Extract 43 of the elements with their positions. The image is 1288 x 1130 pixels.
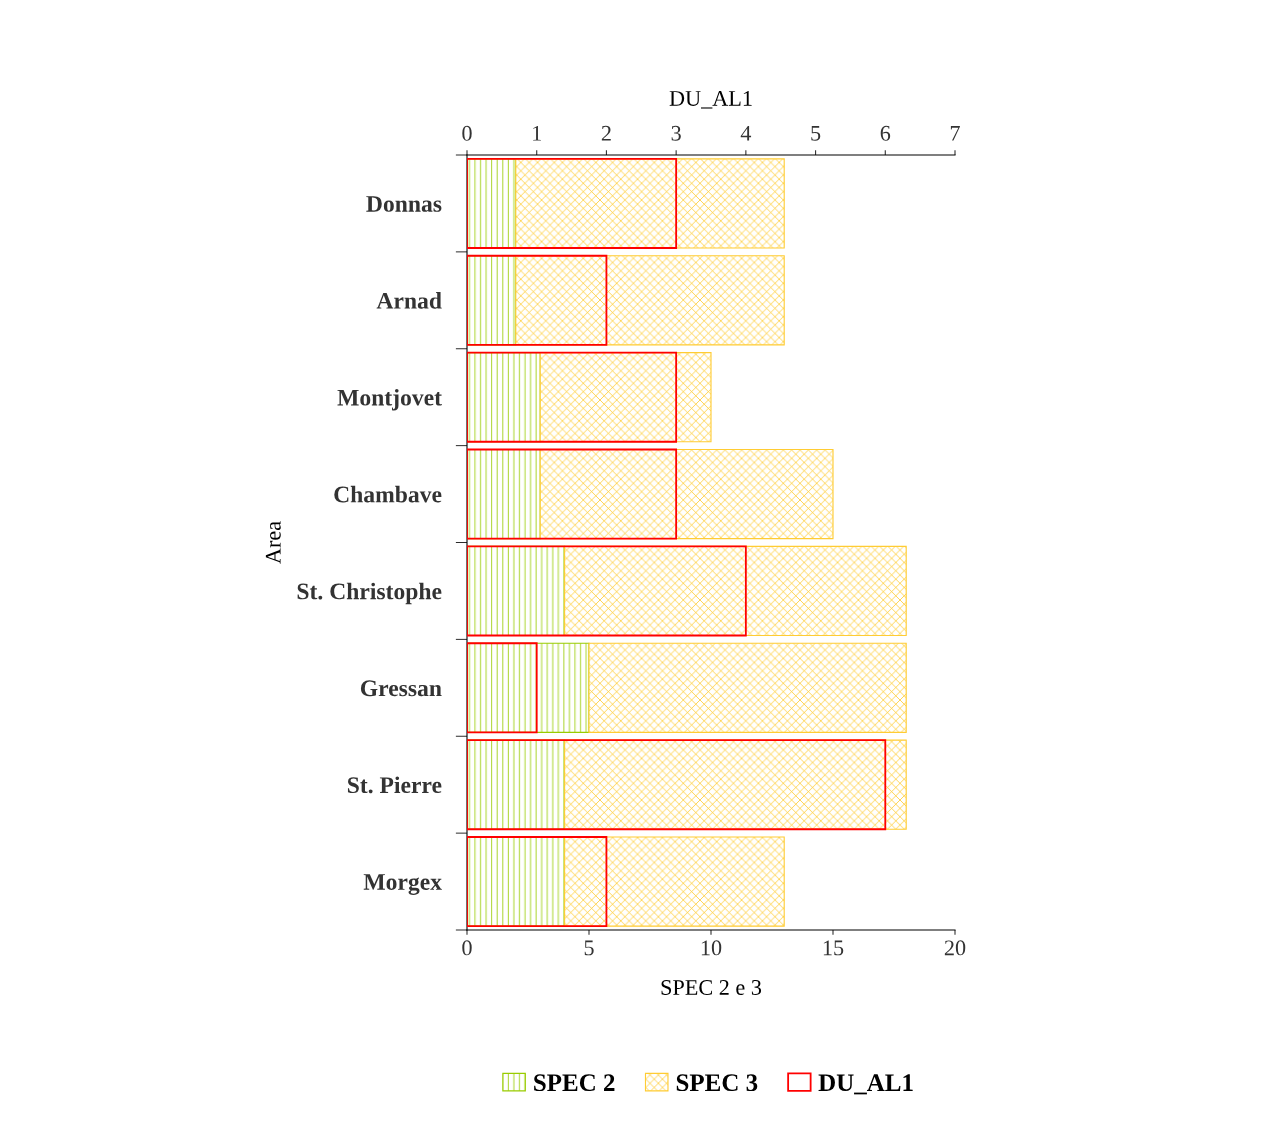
bar	[515, 255, 785, 346]
bar	[467, 255, 517, 346]
legend-label: SPEC 2	[534, 1074, 615, 1092]
x-tick-label: 10	[701, 940, 722, 956]
bar	[467, 836, 566, 927]
bar	[467, 448, 541, 540]
y-axis-title: Area	[265, 521, 281, 564]
x-tick-label: 0	[462, 125, 472, 141]
x-tick-label: 5	[811, 125, 821, 141]
x-tick-label: 20	[944, 940, 966, 956]
y-tick-label: Chambave	[334, 485, 442, 503]
x-tick-label: 2	[601, 125, 611, 141]
bar	[467, 545, 566, 637]
x-tick-label: 1	[533, 125, 541, 141]
bar	[467, 739, 566, 830]
x-tick-label: 4	[740, 125, 752, 141]
bar	[564, 836, 785, 927]
bar	[467, 158, 517, 249]
y-tick-label: Arnad	[376, 292, 442, 309]
bar	[539, 448, 834, 540]
y-tick-label: St. Christophe	[297, 582, 442, 605]
x-tick-label: 6	[880, 125, 891, 141]
bar	[467, 642, 590, 733]
bar	[564, 739, 907, 830]
y-tick-label: Donnas	[366, 196, 442, 212]
x-tick-label: 5	[584, 940, 594, 956]
x-axis-title: DU_AL1	[669, 91, 752, 109]
legend-label: DU_AL1	[818, 1074, 913, 1095]
bar	[539, 352, 712, 443]
x-tick-label: 3	[671, 125, 681, 141]
legend-label: SPEC 3	[676, 1074, 758, 1092]
bar	[588, 642, 907, 733]
y-tick-label: Gressan	[360, 680, 442, 697]
bar	[564, 545, 907, 637]
x-tick-label: 0	[462, 940, 472, 956]
bar	[467, 352, 541, 443]
x-tick-label: 15	[823, 940, 844, 956]
y-tick-label: Montjovet	[337, 389, 442, 411]
y-tick-label: St. Pierre	[347, 776, 442, 794]
x-axis-title: SPEC 2 e 3	[661, 980, 762, 995]
x-tick-label: 7	[950, 125, 960, 141]
bar	[515, 158, 785, 249]
y-tick-label: Morgex	[363, 874, 442, 895]
